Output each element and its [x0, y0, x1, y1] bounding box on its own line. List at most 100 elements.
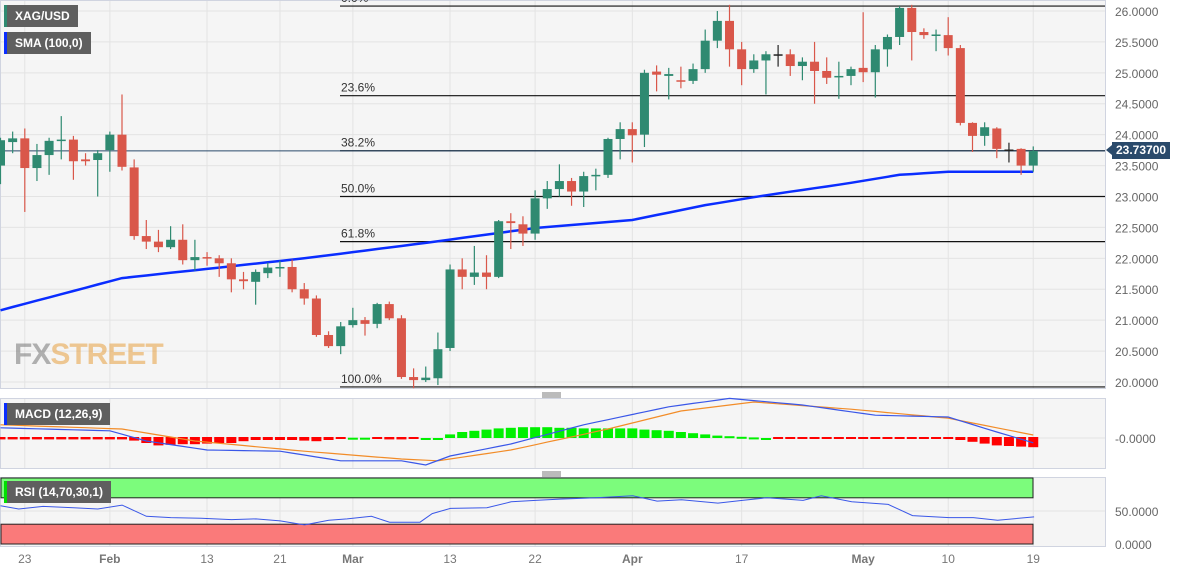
- y-tick-label: 23.0000: [1115, 190, 1159, 204]
- candle-body: [153, 241, 163, 248]
- macd-histogram-bar: [578, 428, 589, 438]
- candle: [506, 213, 516, 250]
- candle-body: [44, 140, 54, 156]
- y-tick-label: 26.0000: [1115, 5, 1159, 19]
- macd-histogram-bar: [955, 437, 966, 440]
- candle-body: [117, 134, 127, 167]
- candle-body: [567, 181, 577, 192]
- macd-histogram-bar: [396, 437, 407, 440]
- x-tick-label: Mar: [342, 552, 364, 566]
- candle-body: [688, 69, 698, 81]
- candle: [494, 219, 504, 279]
- candle-body: [32, 155, 42, 169]
- candle-body: [263, 267, 273, 274]
- rsi-y-tick-label: 50.0000: [1115, 505, 1159, 519]
- macd-histogram-bar: [615, 428, 626, 438]
- rsi-indicator-label[interactable]: RSI (14,70,30,1): [4, 481, 112, 503]
- x-tick-label: Apr: [622, 552, 643, 566]
- macd-histogram-bar: [1003, 437, 1014, 446]
- macd-histogram-bar: [639, 429, 650, 438]
- sma-indicator-label[interactable]: SMA (100,0): [4, 32, 91, 54]
- candle-body: [980, 127, 990, 136]
- candle: [895, 6, 905, 46]
- macd-histogram-bar: [202, 437, 213, 444]
- candle: [482, 255, 491, 290]
- candle: [797, 57, 807, 81]
- candle-body: [846, 69, 856, 76]
- macd-histogram-bar: [542, 427, 553, 438]
- candle: [1028, 146, 1038, 172]
- macd-histogram-bar: [44, 437, 55, 440]
- macd-histogram-bar: [372, 437, 383, 439]
- candle-body: [178, 239, 188, 261]
- symbol-label[interactable]: XAG/USD: [4, 5, 78, 27]
- macd-histogram-bar: [530, 427, 541, 438]
- macd-histogram-bar: [554, 427, 565, 438]
- candle: [214, 255, 224, 277]
- candle: [554, 164, 564, 197]
- macd-histogram-bar: [384, 437, 395, 440]
- macd-y-tick-label: -0.0000: [1115, 432, 1156, 446]
- candle-body: [554, 181, 564, 190]
- candle: [676, 66, 686, 89]
- candle-body: [409, 377, 419, 381]
- candle-body: [239, 279, 248, 282]
- candle: [530, 190, 540, 240]
- candle: [603, 137, 613, 178]
- candle-body: [457, 269, 467, 277]
- candle-body: [931, 34, 941, 36]
- x-tick-label: 19: [1027, 552, 1041, 566]
- candle: [688, 63, 698, 84]
- candle: [761, 51, 771, 95]
- macd-histogram-bar: [894, 437, 905, 439]
- y-tick-label: 21.5000: [1115, 283, 1159, 297]
- macd-histogram-bar: [797, 437, 808, 439]
- candle-body: [676, 80, 686, 82]
- x-tick-label: Feb: [99, 552, 120, 566]
- candle-body: [700, 40, 710, 70]
- macd-histogram-bar: [663, 430, 674, 438]
- candle: [980, 122, 990, 146]
- candle-body: [251, 271, 261, 282]
- macd-line: [0, 397, 1034, 466]
- candle: [129, 159, 139, 240]
- candle: [105, 131, 115, 172]
- macd-histogram-bar: [627, 428, 638, 438]
- macd-histogram-bar: [736, 436, 747, 439]
- candle: [822, 57, 832, 84]
- candle-body: [785, 54, 795, 67]
- macd-histogram-bar: [31, 437, 42, 440]
- macd-histogram-bar: [420, 438, 431, 440]
- macd-histogram-bar: [469, 430, 480, 438]
- candle: [32, 143, 42, 182]
- candle: [785, 49, 795, 76]
- candle: [882, 34, 892, 67]
- macd-histogram-bar: [481, 429, 492, 438]
- macd-histogram-bar: [299, 437, 310, 441]
- macd-histogram-bar: [991, 437, 1002, 446]
- macd-histogram-bar: [311, 437, 322, 442]
- candle: [943, 17, 953, 56]
- candle: [907, 4, 917, 61]
- candle: [178, 224, 188, 265]
- candle-body: [943, 35, 953, 49]
- candle-body: [518, 224, 528, 234]
- candle: [384, 301, 394, 321]
- candle: [8, 131, 18, 154]
- candle: [810, 41, 820, 104]
- candle-body: [360, 320, 370, 324]
- candle: [409, 368, 419, 389]
- candle-body: [1016, 148, 1026, 166]
- candle: [664, 67, 674, 100]
- candle: [627, 122, 637, 163]
- candle: [725, 4, 734, 67]
- watermark-fx: FX: [14, 338, 51, 371]
- candle: [396, 315, 406, 379]
- candle: [579, 171, 589, 208]
- macd-histogram-bar: [675, 432, 686, 438]
- candle: [955, 45, 965, 126]
- macd-indicator-label[interactable]: MACD (12,26,9): [4, 403, 111, 425]
- y-tick-label: 21.0000: [1115, 314, 1159, 328]
- candle: [518, 216, 528, 246]
- fibonacci-level-label: 0.0%: [341, 0, 369, 5]
